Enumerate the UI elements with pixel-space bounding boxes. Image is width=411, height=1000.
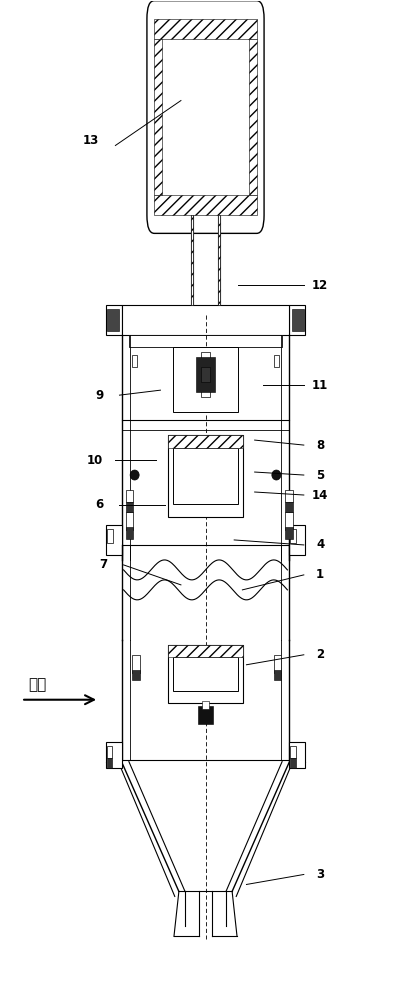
Ellipse shape <box>272 470 281 480</box>
Bar <box>198 706 213 724</box>
FancyBboxPatch shape <box>160 33 251 201</box>
Bar <box>107 758 112 768</box>
Bar <box>154 39 162 195</box>
FancyBboxPatch shape <box>147 1 264 233</box>
Text: 9: 9 <box>95 389 103 402</box>
Text: 2: 2 <box>316 648 324 661</box>
Bar <box>290 746 296 758</box>
Text: 11: 11 <box>312 379 328 392</box>
Bar <box>132 355 137 367</box>
Text: 4: 4 <box>316 538 324 551</box>
Bar <box>285 502 293 512</box>
Bar <box>285 527 293 539</box>
Bar <box>126 502 133 512</box>
Bar <box>274 670 281 680</box>
Bar <box>122 305 289 335</box>
Bar <box>126 527 133 539</box>
Bar <box>126 490 133 502</box>
Bar <box>168 435 243 448</box>
Bar <box>173 347 238 412</box>
Text: 1: 1 <box>316 568 324 581</box>
Bar <box>168 435 243 517</box>
Bar <box>107 529 113 543</box>
Bar <box>201 352 210 397</box>
Text: 3: 3 <box>316 868 324 881</box>
Bar <box>191 215 193 305</box>
Bar <box>154 19 257 39</box>
Text: 室外: 室外 <box>28 677 47 692</box>
Bar <box>107 309 119 331</box>
Bar <box>290 758 296 768</box>
Text: 8: 8 <box>316 439 324 452</box>
Bar <box>173 448 238 504</box>
Text: 5: 5 <box>316 469 324 482</box>
Bar <box>274 655 281 673</box>
Bar <box>289 525 305 555</box>
Bar <box>106 742 122 768</box>
Text: 10: 10 <box>87 454 103 467</box>
Bar <box>289 742 305 768</box>
Bar <box>274 355 279 367</box>
Bar <box>292 309 304 331</box>
Ellipse shape <box>130 470 139 480</box>
Text: 12: 12 <box>312 279 328 292</box>
Bar <box>218 215 220 305</box>
Bar <box>106 525 122 555</box>
Bar <box>196 357 215 392</box>
Text: 13: 13 <box>83 134 99 147</box>
Bar <box>107 746 112 758</box>
Bar <box>285 490 293 502</box>
Bar <box>129 335 282 347</box>
Bar <box>106 305 122 335</box>
Bar <box>202 701 209 709</box>
Bar <box>289 305 305 335</box>
Bar <box>132 655 140 673</box>
Bar <box>173 657 238 691</box>
Bar <box>249 39 257 195</box>
Bar <box>132 670 140 680</box>
Text: 14: 14 <box>312 489 328 502</box>
Bar <box>201 367 210 382</box>
Bar <box>168 645 243 657</box>
Bar <box>168 645 243 703</box>
Bar <box>126 512 133 530</box>
Bar <box>154 195 257 215</box>
Text: 6: 6 <box>95 498 103 511</box>
Bar <box>285 512 293 530</box>
Bar <box>290 529 296 543</box>
Text: 7: 7 <box>99 558 107 571</box>
